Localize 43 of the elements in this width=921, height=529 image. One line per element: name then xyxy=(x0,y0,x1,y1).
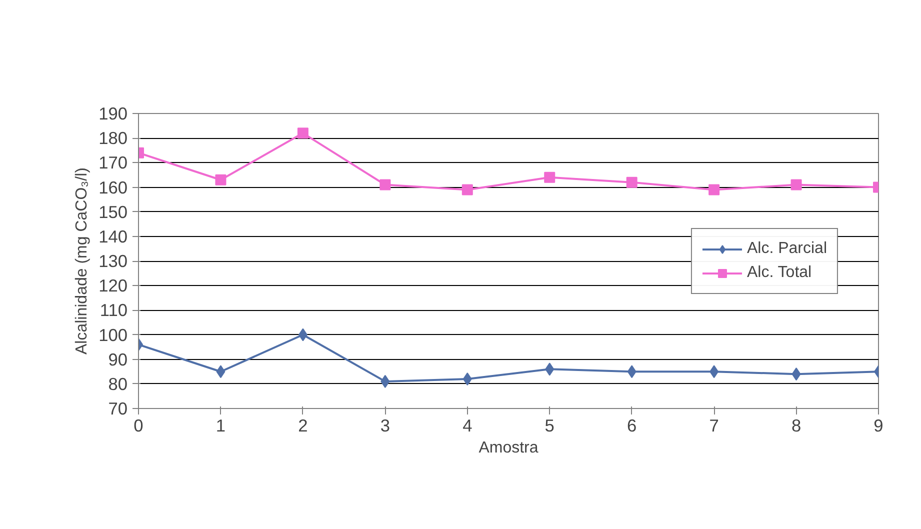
x-tick-label: 9 xyxy=(874,416,884,436)
x-tick-label: 4 xyxy=(462,416,473,436)
point xyxy=(626,176,638,188)
x-tick-label: 1 xyxy=(216,416,226,436)
y-tick-label: 90 xyxy=(108,349,128,370)
point xyxy=(710,365,719,378)
x-tick-label: 7 xyxy=(709,416,719,436)
y-tick-label: 100 xyxy=(98,324,128,345)
x-tick-label: 0 xyxy=(134,416,144,436)
point xyxy=(792,368,801,381)
legend-label: Alc. Total xyxy=(746,264,812,282)
y-tick-label: 180 xyxy=(98,128,128,148)
y-tick-label: 160 xyxy=(98,177,128,198)
point xyxy=(216,365,226,378)
point xyxy=(215,174,226,186)
point xyxy=(298,328,308,342)
x-tick-label: 2 xyxy=(298,416,308,436)
y-tick-label: 190 xyxy=(98,104,128,124)
y-tick-label: 140 xyxy=(98,226,128,246)
point xyxy=(380,374,390,388)
y-tick-label: 110 xyxy=(100,300,128,320)
point xyxy=(544,172,556,183)
y-tick-label: 70 xyxy=(108,398,128,418)
point xyxy=(380,179,391,190)
x-tick-label: 6 xyxy=(627,416,637,436)
point xyxy=(462,184,473,196)
y-tick-label: 170 xyxy=(98,152,128,173)
point xyxy=(462,372,472,386)
point xyxy=(545,362,554,376)
y-tick-label: 120 xyxy=(98,276,128,296)
point xyxy=(627,365,636,378)
x-tick-label: 5 xyxy=(544,416,554,436)
point xyxy=(297,128,308,139)
y-tick-label: 80 xyxy=(108,374,128,394)
y-axis-title: Alcalinidade (mg CaCO₃/l) xyxy=(74,167,91,355)
point xyxy=(790,179,802,190)
legend-label: Alc. Parcial xyxy=(746,240,827,258)
x-axis-title: Amostra xyxy=(478,440,538,456)
y-tick-label: 150 xyxy=(98,202,128,222)
point xyxy=(708,184,720,196)
x-tick-label: 8 xyxy=(791,416,802,436)
x-tick-label: 3 xyxy=(380,416,390,436)
y-tick-label: 130 xyxy=(98,251,128,271)
